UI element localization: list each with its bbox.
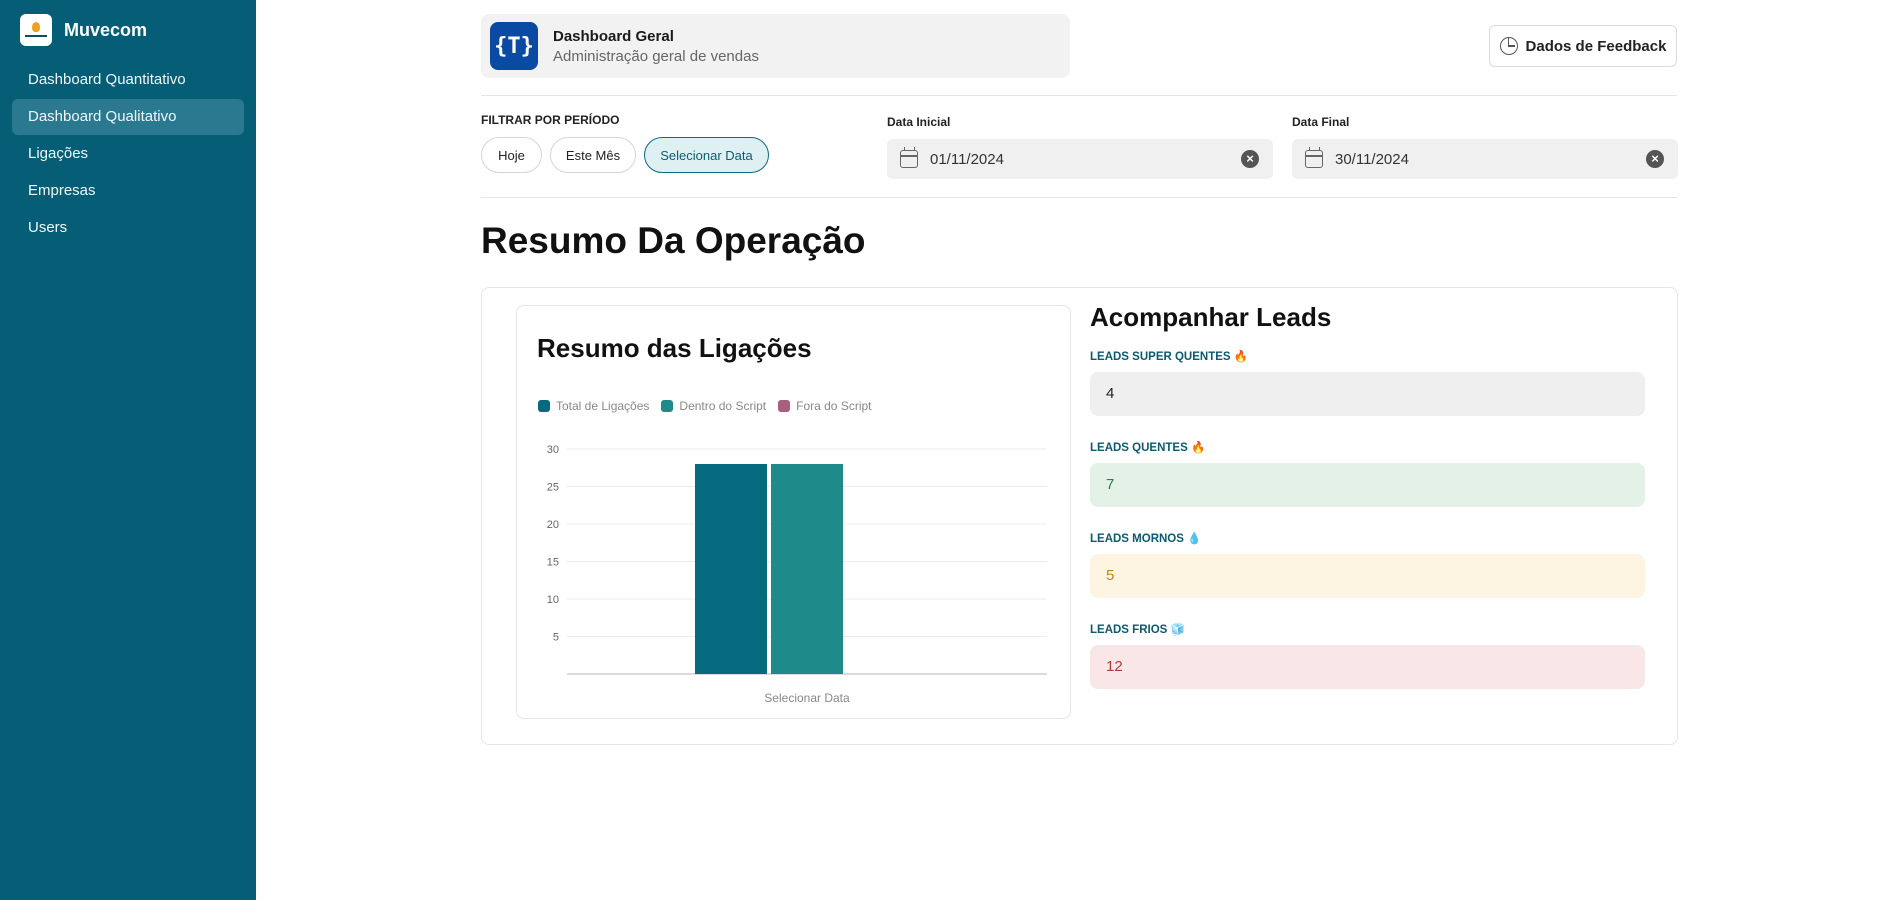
legend-item-total[interactable]: Total de Ligações — [538, 399, 649, 413]
leads-title: Acompanhar Leads — [1090, 302, 1332, 332]
sidebar-item-ligacoes[interactable]: Ligações — [28, 145, 89, 162]
y-tick-label: 25 — [547, 482, 559, 494]
chart-title: Resumo das Ligações — [537, 333, 812, 363]
lead-label-super-hot: LEADS SUPER QUENTES 🔥 — [1090, 351, 1249, 363]
y-tick-label: 10 — [547, 594, 559, 606]
y-tick-label: 30 — [547, 444, 559, 456]
header-card: {T} Dashboard Geral Administração geral … — [481, 14, 1070, 78]
legend-label: Fora do Script — [796, 399, 872, 413]
brand[interactable]: Muvecom — [20, 14, 147, 46]
brand-logo-icon — [20, 14, 52, 46]
page-title: Dashboard Geral — [553, 28, 674, 45]
chart-legend: Total de Ligações Dentro do Script Fora … — [538, 399, 884, 413]
fire-icon: 🔥 — [1190, 442, 1206, 454]
lead-label-warm: LEADS MORNOS 💧 — [1090, 533, 1202, 545]
legend-item-outside-script[interactable]: Fora do Script — [778, 399, 872, 413]
end-date-field[interactable]: 30/11/2024 × — [1292, 139, 1678, 179]
sidebar-nav: Dashboard Quantitativo Dashboard Qualita… — [12, 62, 244, 247]
end-date-value: 30/11/2024 — [1335, 151, 1409, 168]
lead-value-warm: 5 — [1090, 554, 1645, 598]
filter-label: FILTRAR POR PERÍODO — [481, 113, 620, 127]
ice-icon: 🧊 — [1170, 624, 1185, 636]
y-tick-label: 5 — [553, 632, 559, 644]
legend-label: Total de Ligações — [556, 399, 650, 413]
operation-summary-card: Resumo das Ligações Total de Ligações De… — [481, 287, 1678, 745]
clear-icon[interactable]: × — [1646, 150, 1664, 168]
lead-value-super-hot: 4 — [1090, 372, 1645, 416]
page-subtitle: Administração geral de vendas — [553, 48, 759, 65]
filter-select-date-button[interactable]: Selecionar Data — [644, 137, 769, 173]
sidebar-item-empresas[interactable]: Empresas — [28, 182, 96, 199]
start-date-value: 01/11/2024 — [930, 151, 1004, 168]
filter-today-button[interactable]: Hoje — [481, 137, 542, 173]
feedback-data-button[interactable]: Dados de Feedback — [1489, 25, 1677, 67]
droplet-icon: 💧 — [1187, 533, 1202, 545]
sidebar: Muvecom Dashboard Quantitativo Dashboard… — [0, 0, 256, 900]
y-tick-label: 15 — [547, 557, 559, 569]
feedback-button-label: Dados de Feedback — [1525, 37, 1667, 55]
bar-total-de-ligações — [695, 464, 767, 674]
sidebar-item-dashboard-quantitativo[interactable]: Dashboard Quantitativo — [28, 71, 186, 88]
calls-bar-chart: 5 10 15 20 25 30 Selecionar Data — [547, 444, 1047, 705]
brand-name: Muvecom — [64, 19, 148, 40]
pie-chart-icon — [1499, 37, 1518, 55]
divider — [481, 95, 1677, 96]
lead-label-hot: LEADS QUENTES 🔥 — [1090, 442, 1206, 454]
bar-dentro-do-script — [771, 464, 843, 674]
x-tick-label: Selecionar Data — [764, 691, 850, 705]
calendar-icon — [1305, 147, 1323, 168]
y-tick-label: 20 — [547, 519, 559, 531]
legend-item-inside-script[interactable]: Dentro do Script — [661, 399, 766, 413]
divider — [481, 197, 1677, 198]
legend-swatch — [538, 400, 550, 412]
calendar-icon — [900, 147, 918, 168]
sidebar-item-users[interactable]: Users — [28, 219, 68, 236]
start-date-label: Data Inicial — [887, 115, 951, 129]
calls-summary-chart-card: Resumo das Ligações Total de Ligações De… — [516, 305, 1071, 719]
lead-value-hot: 7 — [1090, 463, 1645, 507]
start-date-field[interactable]: 01/11/2024 × — [887, 139, 1273, 179]
app-logo-icon: {T} — [490, 22, 538, 70]
clear-icon[interactable]: × — [1241, 150, 1259, 168]
legend-swatch — [778, 400, 791, 412]
legend-swatch — [661, 400, 674, 412]
lead-value-cold: 12 — [1090, 645, 1645, 689]
legend-label: Dentro do Script — [679, 399, 767, 413]
fire-icon: 🔥 — [1233, 351, 1249, 363]
end-date-label: Data Final — [1292, 115, 1350, 129]
filter-this-month-button[interactable]: Este Mês — [550, 137, 636, 173]
lead-label-cold: LEADS FRIOS 🧊 — [1090, 624, 1185, 636]
sidebar-item-dashboard-qualitativo[interactable]: Dashboard Qualitativo — [12, 99, 244, 135]
section-title: Resumo Da Operação — [481, 220, 866, 261]
